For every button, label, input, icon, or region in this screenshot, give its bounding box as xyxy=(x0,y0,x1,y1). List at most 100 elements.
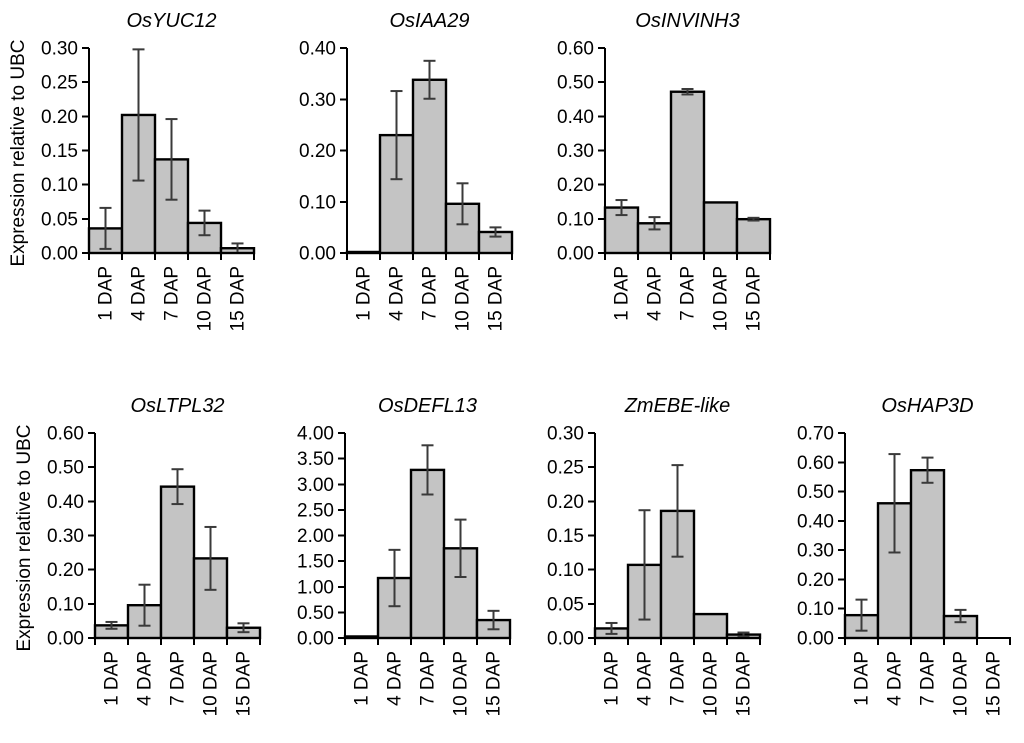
axes xyxy=(588,432,761,645)
y-tick-label: 0.50 xyxy=(797,482,834,503)
chart-osiaa29: OsIAA29 0.00 0.10 0.20 0.30 0.40 1 DAP 4 DAP 7 D… xyxy=(299,10,514,331)
x-tick-label: 7 DAP xyxy=(418,651,439,706)
y-tick-label: 0.10 xyxy=(41,175,78,196)
y-tick-label: 0.50 xyxy=(297,603,334,624)
y-tick-label: 0.60 xyxy=(797,453,834,474)
error-bar-10-dap xyxy=(454,518,467,579)
chart-title: OsINVINH3 xyxy=(635,10,739,32)
error-bar-15-dap xyxy=(487,609,500,631)
bar-10-dap xyxy=(186,221,223,255)
x-tick-label: 10 DAP xyxy=(201,651,222,716)
error-bar-4-dap xyxy=(388,548,401,608)
y-tick-label: 0.20 xyxy=(557,175,594,196)
error-bar-4-dap xyxy=(132,48,145,182)
y-tick-label: 0.40 xyxy=(557,107,594,128)
axes xyxy=(82,47,255,260)
bar-10-dap xyxy=(692,612,729,640)
y-tick-label: 0.00 xyxy=(547,629,584,650)
error-bar-10-dap xyxy=(204,525,217,591)
error-bar-10-dap xyxy=(954,608,967,624)
y-axis-title-top: Expression relative to UBC xyxy=(4,3,34,348)
bar-15-dap xyxy=(735,217,772,255)
axes xyxy=(338,432,511,645)
y-tick-label: 0.20 xyxy=(299,141,336,162)
y-tick-label: 0.70 xyxy=(797,424,834,445)
x-tick-label: 4 DAP xyxy=(385,651,406,706)
chart-title: OsDEFL13 xyxy=(378,395,477,417)
chart-row-bottom: Expression relative to UBC OsLTPL32 0.00 0… xyxy=(0,388,1024,733)
axes xyxy=(340,47,513,260)
error-bar-7-dap xyxy=(921,456,934,484)
error-bar-1-dap xyxy=(99,206,112,250)
chart-osdefl13: OsDEFL13 0.00 0.50 1.00 1.50 2.00 2.50 3.00 3.50… xyxy=(297,395,512,716)
y-axis-title-bottom: Expression relative to UBC xyxy=(10,388,40,733)
y-tick-label: 0.30 xyxy=(557,141,594,162)
error-bar-15-dap xyxy=(737,631,750,638)
x-tick-label: 1 DAP xyxy=(602,651,623,706)
error-bar-7-dap xyxy=(165,118,178,201)
y-tick-label: 0.40 xyxy=(797,511,834,532)
chart-row-top-charts: OsYUC12 0.00 0.05 0.10 0.15 0.20 0.25 0.30 1 DAP… xyxy=(34,3,778,348)
x-tick-label: 4 DAP xyxy=(635,651,656,706)
bar-7-dap xyxy=(909,468,946,640)
chart-oshap3d: OsHAP3D 0.00 0.10 0.20 0.30 0.40 0.50 0.60 0.70 1… xyxy=(797,395,1011,716)
x-tick-label: 1 DAP xyxy=(102,651,123,706)
x-tick-label: 15 DAP xyxy=(734,651,755,716)
bar-7-dap xyxy=(669,90,706,255)
x-tick-label: 4 DAP xyxy=(129,266,150,321)
bar-10-dap xyxy=(702,201,739,255)
error-bar-7-dap xyxy=(681,88,694,96)
y-tick-label: 0.30 xyxy=(41,39,78,60)
x-tick-label: 1 DAP xyxy=(352,651,373,706)
y-tick-label: 0.50 xyxy=(557,73,594,94)
y-tick-label: 0.20 xyxy=(797,570,834,591)
chart-title: OsIAA29 xyxy=(389,10,469,32)
y-tick-label: 0.50 xyxy=(47,458,84,479)
x-tick-label: 1 DAP xyxy=(852,651,873,706)
x-tick-label: 10 DAP xyxy=(951,651,972,716)
y-tick-label: 0.00 xyxy=(47,629,84,650)
y-tick-label: 1.00 xyxy=(297,577,334,598)
x-tick-label: 15 DAP xyxy=(984,651,1005,716)
axes xyxy=(838,432,1011,645)
error-bar-15-dap xyxy=(237,622,250,634)
y-tick-label: 0.25 xyxy=(41,73,78,94)
y-tick-label: 0.60 xyxy=(557,39,594,60)
x-tick-label: 15 DAP xyxy=(484,651,505,716)
y-tick-label: 0.15 xyxy=(547,526,584,547)
x-tick-label: 10 DAP xyxy=(453,266,474,331)
chart-row-top: Expression relative to UBC OsYUC12 0.00 0.… xyxy=(0,0,1024,348)
y-axis-title-label: Expression relative to UBC xyxy=(8,39,29,267)
x-tick-label: 10 DAP xyxy=(701,651,722,716)
error-bar-7-dap xyxy=(423,59,436,100)
x-tick-label: 7 DAP xyxy=(168,651,189,706)
chart-title: OsHAP3D xyxy=(881,395,973,417)
x-tick-label: 15 DAP xyxy=(486,266,507,331)
error-bar-1-dap xyxy=(615,199,628,217)
error-bar-4-dap xyxy=(390,90,403,181)
x-tick-label: 4 DAP xyxy=(387,266,408,321)
x-tick-label: 1 DAP xyxy=(96,266,117,321)
error-bar-1-dap xyxy=(105,620,118,630)
error-bar-15-dap xyxy=(747,216,760,222)
y-tick-label: 0.10 xyxy=(557,209,594,230)
y-tick-label: 0.10 xyxy=(797,599,834,620)
y-tick-label: 0.00 xyxy=(297,629,334,650)
y-tick-label: 2.00 xyxy=(297,526,334,547)
y-tick-label: 0.30 xyxy=(547,424,584,445)
y-tick-label: 0.30 xyxy=(299,90,336,111)
x-tick-label: 7 DAP xyxy=(420,266,441,321)
chart-title: OsLTPL32 xyxy=(130,395,224,417)
x-tick-label: 4 DAP xyxy=(885,651,906,706)
x-tick-label: 1 DAP xyxy=(354,266,375,321)
x-tick-label: 10 DAP xyxy=(195,266,216,331)
y-tick-label: 0.20 xyxy=(41,107,78,128)
x-tick-label: 10 DAP xyxy=(451,651,472,716)
bar-7-dap xyxy=(409,468,446,640)
y-tick-label: 0.15 xyxy=(41,141,78,162)
y-tick-label: 0.30 xyxy=(797,541,834,562)
chart-osinvinh3: OsINVINH3 0.00 0.10 0.20 0.30 0.40 0.50 0.60 1 D… xyxy=(557,10,772,331)
y-tick-label: 0.00 xyxy=(797,629,834,650)
x-tick-label: 10 DAP xyxy=(711,266,732,331)
